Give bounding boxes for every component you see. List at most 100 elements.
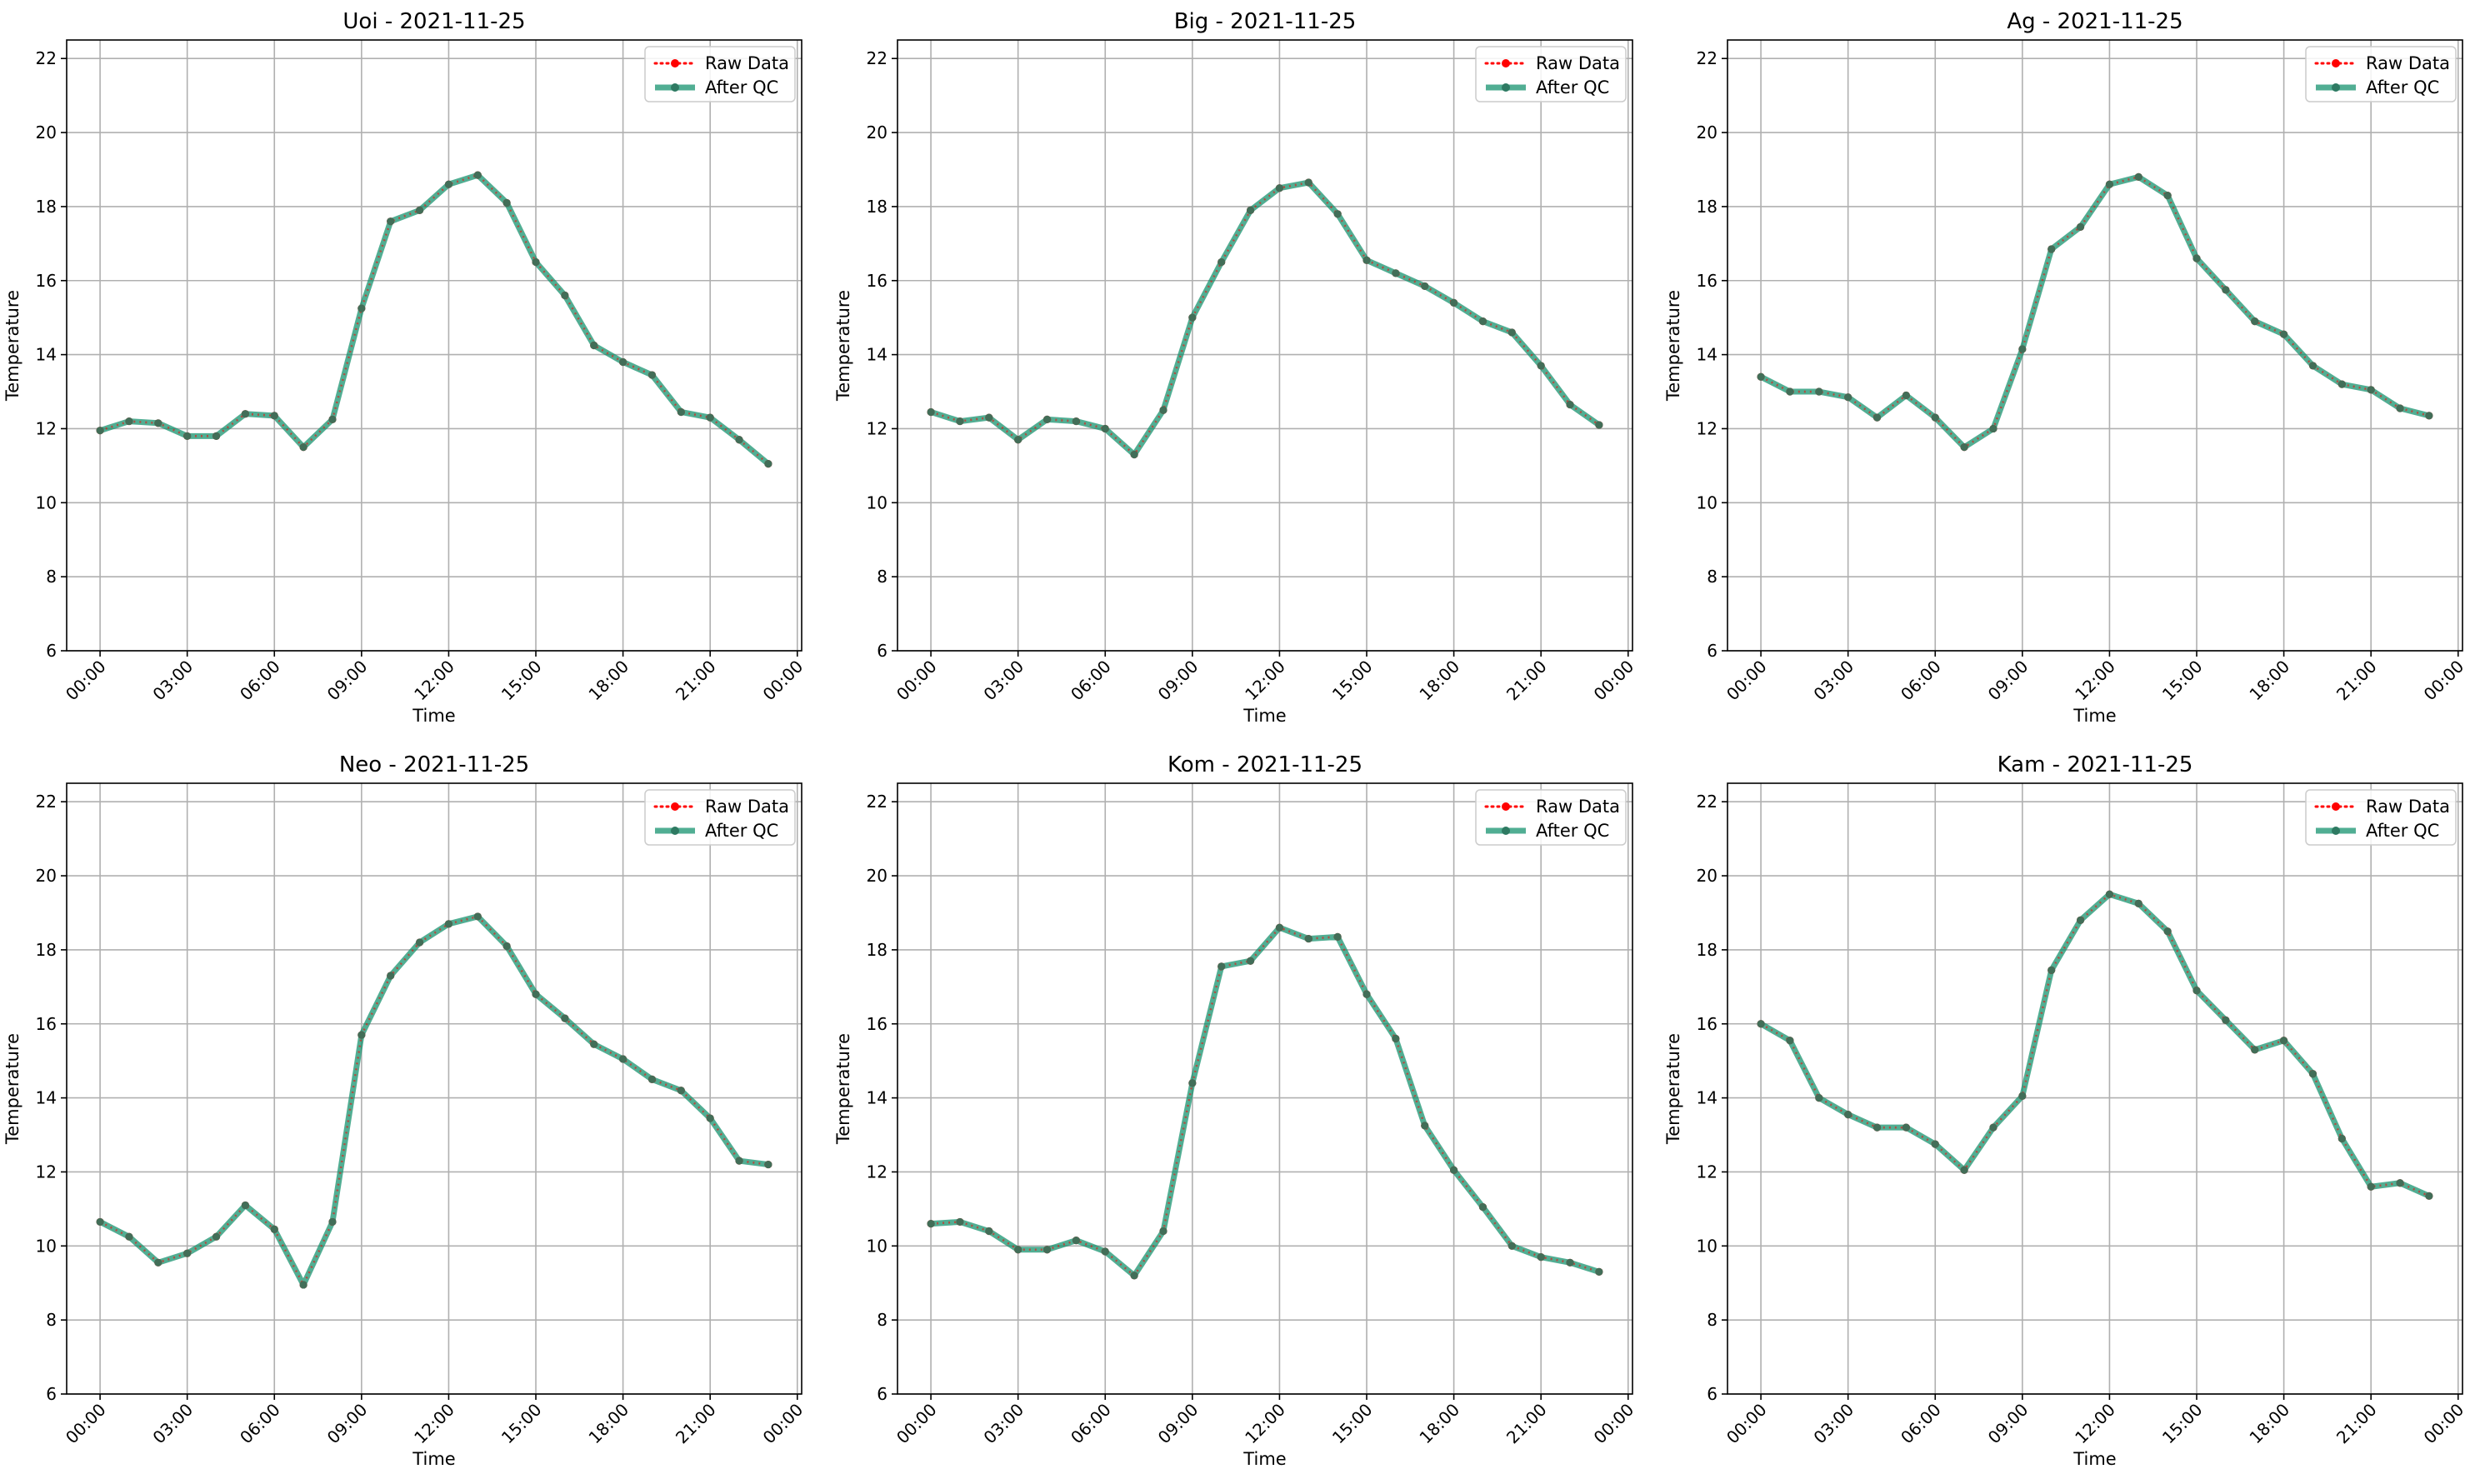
after-qc-point (1989, 1123, 1998, 1132)
after-qc-point (1786, 387, 1794, 396)
y-axis-label: Temperature (1663, 1033, 1683, 1145)
y-tick-label: 10 (1697, 1236, 1718, 1256)
after-qc-point (444, 920, 453, 928)
after-qc-point (648, 1075, 657, 1083)
series-after-qc-line (928, 179, 1602, 458)
x-tick-label: 06:00 (236, 1400, 284, 1448)
y-tick-label: 20 (1697, 122, 1718, 142)
after-qc-point (1815, 387, 1823, 396)
legend-raw-marker (671, 802, 679, 811)
y-tick-label: 16 (36, 271, 57, 291)
after-qc-point (1218, 962, 1226, 971)
x-tick-label: 00:00 (2420, 657, 2468, 705)
x-tick-label: 12:00 (410, 1400, 458, 1448)
y-tick-label: 18 (867, 940, 888, 960)
y-tick-label: 6 (1707, 641, 1718, 661)
y-tick-label: 6 (46, 641, 57, 661)
after-qc-point (2048, 245, 2056, 253)
after-qc-point (387, 217, 395, 226)
after-qc-point (648, 371, 657, 379)
after-qc-point (1159, 406, 1168, 414)
legend: Raw Data After QC (1475, 789, 1627, 846)
after-qc-point (985, 1227, 993, 1236)
after-qc-point (1931, 1140, 1939, 1148)
y-tick-label: 14 (36, 1088, 57, 1108)
after-qc-point (2222, 286, 2230, 294)
y-tick-label: 6 (877, 1384, 888, 1404)
axes-frame (1727, 782, 2463, 1395)
after-qc-point (270, 412, 278, 420)
x-tick-label: 18:00 (2245, 1400, 2293, 1448)
y-tick-label: 14 (1697, 1088, 1718, 1108)
x-tick-label: 09:00 (1984, 1400, 2032, 1448)
y-tick-label: 16 (867, 271, 888, 291)
after-qc-point (1478, 1203, 1488, 1212)
after-qc-point (1042, 415, 1052, 423)
after-qc-point (706, 413, 714, 422)
y-tick-label: 12 (36, 1162, 57, 1182)
subplot-title: Kom - 2021-11-25 (1168, 752, 1362, 777)
x-axis-label: Time (2072, 706, 2116, 726)
series-raw-data-line (99, 173, 769, 465)
y-axis-label: Temperature (833, 290, 853, 402)
x-tick-label: 09:00 (323, 657, 372, 705)
legend-qc-marker (1502, 827, 1510, 835)
after-qc-point (1960, 443, 1968, 452)
legend: Raw Data After QC (2305, 789, 2457, 846)
after-qc-point (473, 171, 482, 179)
y-tick-label: 8 (1707, 567, 1718, 587)
after-qc-point (1757, 372, 1765, 381)
x-tick-label: 06:00 (236, 657, 284, 705)
y-tick-label: 6 (46, 1384, 57, 1404)
after-qc-point (212, 432, 221, 440)
after-qc-point (1188, 1079, 1197, 1087)
legend-raw-label: Raw Data (2366, 797, 2450, 817)
x-tick-label: 18:00 (1415, 1400, 1463, 1448)
series-after-qc-line (97, 172, 772, 467)
subplot-title: Ag - 2021-11-25 (2007, 9, 2182, 34)
after-qc-point (2018, 345, 2027, 353)
subplot-4: Neo - 2021-11-25 6 8 10 12 14 16 18 20 22 00:00 03:… (2, 752, 807, 1469)
after-qc-point (328, 1217, 337, 1227)
after-qc-point (927, 1220, 935, 1228)
after-qc-point (985, 413, 993, 422)
x-axis-label: Time (2072, 1449, 2116, 1469)
after-qc-point (2076, 916, 2085, 924)
y-tick-label: 16 (1697, 1014, 1718, 1034)
legend: Raw Data After QC (644, 789, 796, 846)
after-qc-point (2396, 404, 2404, 412)
y-tick-label: 8 (877, 567, 888, 587)
after-qc-point (1450, 298, 1458, 307)
series-raw-data-line (931, 926, 1600, 1277)
after-qc-point (2048, 966, 2056, 974)
subplot-2: Big - 2021-11-25 6 8 10 12 14 16 18 20 22 00:00 03:… (833, 9, 1638, 726)
after-qc-point (2308, 1070, 2318, 1078)
after-qc-point (1218, 257, 1226, 267)
x-tick-label: 00:00 (892, 657, 941, 705)
after-qc-point (956, 1217, 964, 1227)
y-axis-label: Temperature (2, 290, 22, 402)
x-tick-label: 00:00 (1590, 657, 1638, 705)
after-qc-point (2280, 1037, 2288, 1045)
after-qc-point (1304, 934, 1312, 943)
x-tick-label: 12:00 (410, 657, 458, 705)
after-qc-point (299, 1281, 308, 1289)
y-tick-label: 10 (867, 1236, 888, 1256)
after-qc-point (183, 1249, 192, 1257)
subplot-title: Neo - 2021-11-25 (339, 752, 529, 777)
legend: Raw Data After QC (1475, 46, 1627, 102)
after-qc-point (1872, 413, 1882, 422)
y-tick-label: 20 (867, 866, 888, 886)
x-tick-label: 18:00 (584, 657, 632, 705)
series-raw-data-line (1760, 892, 2430, 1197)
after-qc-point (619, 357, 628, 367)
after-qc-point (1072, 417, 1080, 426)
x-tick-label: 03:00 (979, 657, 1028, 705)
after-qc-point (1392, 1034, 1400, 1043)
after-qc-point (270, 1225, 278, 1233)
after-qc-point (1130, 1272, 1138, 1280)
after-qc-point (1872, 1123, 1882, 1132)
x-tick-label: 06:00 (1897, 1400, 1945, 1448)
y-tick-label: 22 (36, 792, 57, 812)
after-qc-point (1101, 424, 1109, 433)
